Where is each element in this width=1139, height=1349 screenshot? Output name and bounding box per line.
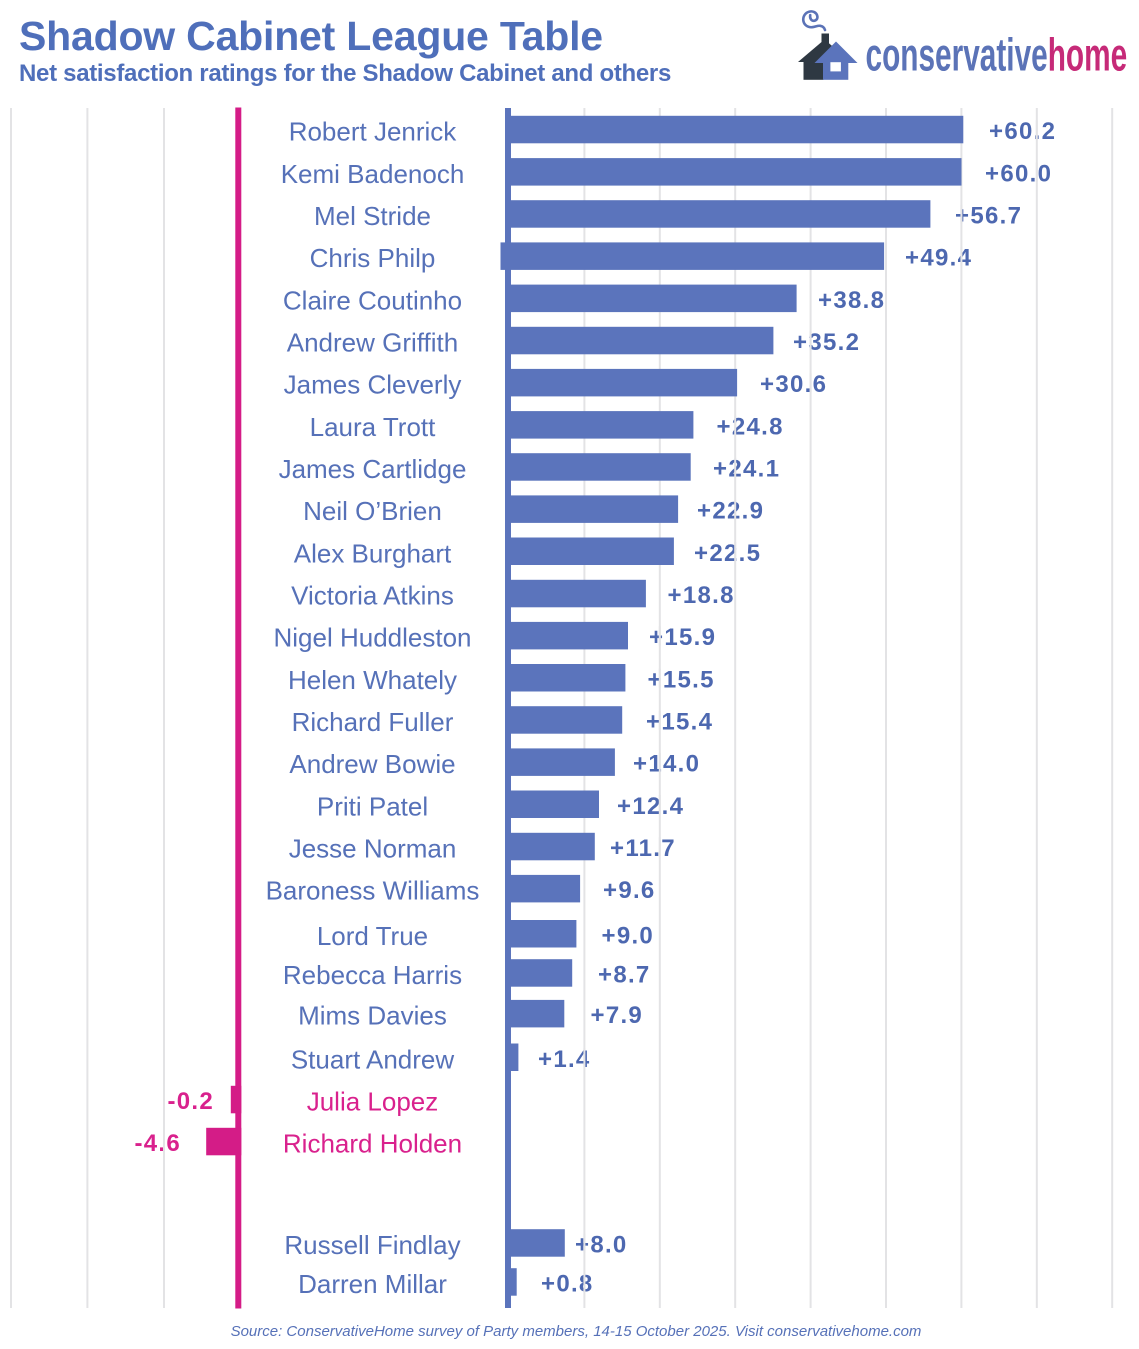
svg-text:Priti Patel: Priti Patel	[317, 791, 428, 821]
svg-text:+14.0: +14.0	[633, 751, 700, 778]
svg-text:+9.6: +9.6	[603, 877, 656, 904]
svg-text:-0.2: -0.2	[167, 1088, 214, 1115]
svg-text:+8.0: +8.0	[575, 1232, 628, 1259]
svg-text:+8.7: +8.7	[598, 962, 651, 989]
svg-text:+22.9: +22.9	[697, 498, 764, 525]
svg-text:Mims Davies: Mims Davies	[298, 1001, 447, 1031]
svg-text:+11.7: +11.7	[610, 835, 676, 862]
svg-text:Net satisfaction ratings for t: Net satisfaction ratings for the Shadow …	[19, 60, 671, 87]
svg-text:Stuart Andrew: Stuart Andrew	[291, 1044, 455, 1074]
svg-text:Baroness Williams: Baroness Williams	[266, 876, 480, 906]
svg-text:Kemi Badenoch: Kemi Badenoch	[281, 159, 465, 189]
svg-text:Source: ConservativeHome surve: Source: ConservativeHome survey of Party…	[231, 1323, 922, 1340]
svg-text:Robert Jenrick: Robert Jenrick	[289, 117, 458, 147]
svg-text:conservativehome: conservativehome	[866, 30, 1128, 81]
svg-text:+24.1: +24.1	[713, 456, 780, 483]
svg-text:+1.4: +1.4	[538, 1046, 591, 1073]
svg-text:Chris Philp: Chris Philp	[310, 243, 436, 273]
svg-text:Victoria Atkins: Victoria Atkins	[291, 581, 454, 611]
svg-text:Nigel Huddleston: Nigel Huddleston	[273, 623, 471, 653]
svg-text:+35.2: +35.2	[793, 329, 860, 356]
svg-text:+60.2: +60.2	[989, 118, 1056, 145]
svg-text:Russell Findlay: Russell Findlay	[284, 1230, 460, 1260]
svg-text:+18.8: +18.8	[668, 582, 735, 609]
svg-text:Richard Holden: Richard Holden	[283, 1129, 462, 1159]
svg-text:+12.4: +12.4	[617, 793, 684, 820]
svg-text:Helen Whately: Helen Whately	[288, 665, 457, 695]
svg-text:Jesse Norman: Jesse Norman	[289, 834, 457, 864]
svg-text:Laura Trott: Laura Trott	[310, 412, 437, 442]
svg-text:+0.8: +0.8	[541, 1271, 594, 1298]
svg-text:+60.0: +60.0	[985, 160, 1052, 187]
svg-text:Richard Fuller: Richard Fuller	[292, 707, 454, 737]
svg-text:-4.6: -4.6	[134, 1130, 181, 1157]
svg-text:Shadow Cabinet League Table: Shadow Cabinet League Table	[19, 13, 603, 59]
svg-text:Darren Millar: Darren Millar	[298, 1269, 447, 1299]
svg-text:+9.0: +9.0	[602, 922, 655, 949]
svg-text:James Cartlidge: James Cartlidge	[279, 454, 467, 484]
svg-text:James Cleverly: James Cleverly	[284, 370, 462, 400]
svg-text:+7.9: +7.9	[591, 1002, 644, 1029]
svg-text:+30.6: +30.6	[760, 371, 827, 398]
svg-text:Rebecca Harris: Rebecca Harris	[283, 960, 462, 990]
svg-text:Alex Burghart: Alex Burghart	[294, 538, 452, 568]
svg-text:+15.4: +15.4	[646, 709, 713, 736]
svg-text:Julia Lopez: Julia Lopez	[307, 1087, 439, 1117]
svg-text:Claire Coutinho: Claire Coutinho	[283, 285, 462, 315]
svg-text:Andrew Bowie: Andrew Bowie	[289, 749, 455, 779]
svg-text:Mel Stride: Mel Stride	[314, 201, 431, 231]
svg-text:+38.8: +38.8	[818, 287, 885, 314]
svg-text:Neil O’Brien: Neil O’Brien	[303, 496, 442, 526]
svg-text:+24.8: +24.8	[717, 413, 784, 440]
svg-text:Andrew Griffith: Andrew Griffith	[287, 328, 458, 358]
svg-text:+15.5: +15.5	[648, 666, 715, 693]
svg-text:+56.7: +56.7	[955, 203, 1022, 230]
svg-text:+22.5: +22.5	[694, 540, 761, 567]
svg-text:Lord True: Lord True	[317, 921, 428, 951]
svg-text:+49.4: +49.4	[905, 245, 972, 272]
